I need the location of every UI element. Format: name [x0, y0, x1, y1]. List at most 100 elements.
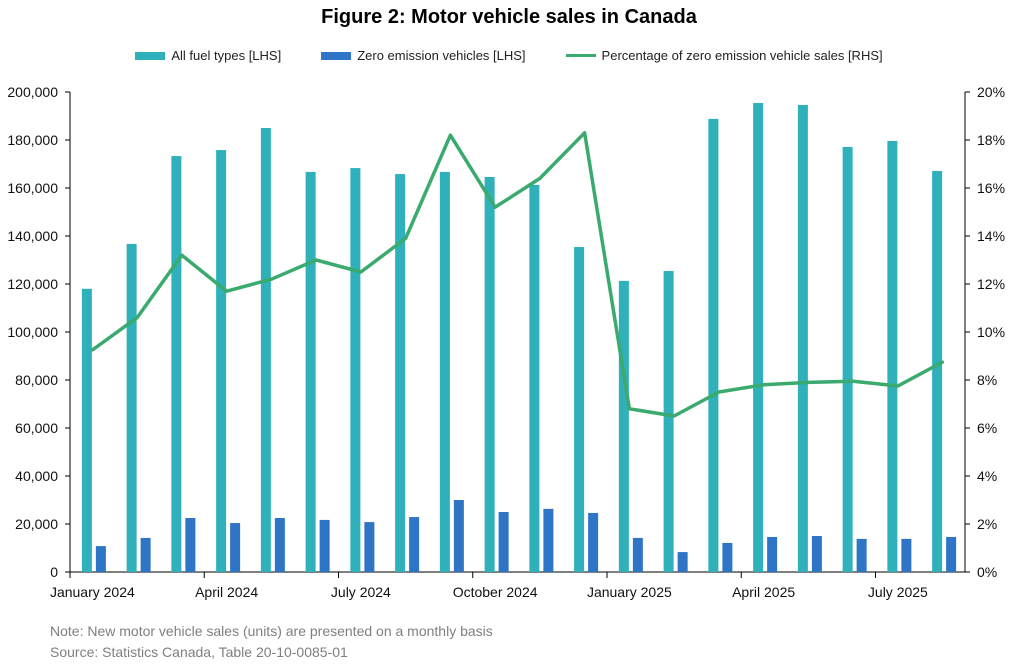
bar-zev: [498, 512, 509, 572]
bar-zev: [588, 512, 599, 572]
y-left-tick-label: 160,000: [7, 180, 58, 196]
bar-all-fuel: [350, 168, 361, 572]
legend-label: Percentage of zero emission vehicle sale…: [601, 48, 883, 63]
line-point: [538, 176, 542, 180]
y-left-tick-label: 40,000: [15, 468, 58, 484]
y-right-tick-label: 0%: [977, 564, 997, 580]
line-point: [717, 390, 721, 394]
bar-all-fuel: [797, 104, 808, 573]
line-point: [359, 270, 363, 274]
legend-item-all-fuel: All fuel types [LHS]: [135, 48, 281, 63]
line-point: [135, 316, 139, 320]
bar-zev: [543, 508, 554, 572]
line-point: [806, 380, 810, 384]
y-right-tick-label: 2%: [977, 516, 997, 532]
bar-zev: [409, 517, 420, 572]
y-right-tick-label: 14%: [977, 228, 1005, 244]
legend-swatch: [565, 54, 596, 57]
x-tick-label: July 2024: [331, 584, 391, 600]
bar-all-fuel: [753, 103, 764, 572]
bar-all-fuel: [395, 174, 406, 572]
y-right-tick-label: 20%: [977, 84, 1005, 100]
y-left-tick-label: 20,000: [15, 516, 58, 532]
y-left-tick-label: 0: [50, 564, 58, 580]
line-point: [493, 205, 497, 209]
bar-zev: [453, 500, 464, 572]
line-point: [90, 348, 94, 352]
x-tick-label: October 2024: [453, 584, 538, 600]
y-left-tick-label: 60,000: [15, 420, 58, 436]
bar-zev: [632, 537, 643, 572]
bar-all-fuel: [529, 184, 540, 572]
chart-title: Figure 2: Motor vehicle sales in Canada: [321, 6, 697, 28]
line-point: [851, 379, 855, 383]
line-point: [627, 407, 631, 411]
bar-zev: [230, 523, 241, 572]
legend: All fuel types [LHS] Zero emission vehic…: [0, 48, 1018, 63]
y-left-tick-label: 200,000: [7, 84, 58, 100]
bar-zev: [185, 518, 196, 572]
bar-all-fuel: [574, 247, 585, 573]
bar-all-fuel: [439, 171, 450, 573]
bar-zev: [856, 538, 867, 572]
bar-zev: [811, 536, 822, 572]
bar-zev: [140, 537, 151, 572]
line-point: [225, 289, 229, 293]
bar-all-fuel: [932, 170, 943, 572]
bar-zev: [274, 518, 285, 572]
legend-label: All fuel types [LHS]: [171, 48, 282, 63]
line-point: [404, 236, 408, 240]
line-zev-percentage: [91, 131, 944, 418]
bar-zev: [722, 542, 733, 572]
y-left-tick-label: 100,000: [7, 324, 58, 340]
bar-zev: [677, 552, 688, 572]
bar-zev: [767, 536, 778, 572]
y-left-tick-label: 140,000: [7, 228, 58, 244]
bar-zev: [95, 546, 106, 572]
x-tick-label: April 2025: [732, 584, 795, 600]
legend-label: Zero emission vehicles [LHS]: [357, 48, 526, 63]
x-tick-label: April 2024: [195, 584, 258, 600]
x-tick-label: January 2024: [50, 584, 135, 600]
legend-item-percentage: Percentage of zero emission vehicle sale…: [565, 48, 883, 63]
line-point: [269, 277, 273, 281]
line-point: [314, 258, 318, 262]
chart-source: Source: Statistics Canada, Table 20-10-0…: [50, 644, 348, 660]
legend-item-zev: Zero emission vehicles [LHS]: [321, 48, 526, 63]
bar-zev: [901, 538, 912, 572]
line-point: [941, 360, 945, 364]
y-right-tick-label: 18%: [977, 132, 1005, 148]
line-point: [896, 384, 900, 388]
y-right-tick-label: 8%: [977, 372, 997, 388]
y-left-tick-label: 80,000: [15, 372, 58, 388]
y-right-tick-label: 16%: [977, 180, 1005, 196]
chart-note: Note: New motor vehicle sales (units) ar…: [50, 623, 493, 639]
x-tick-label: July 2025: [868, 584, 928, 600]
bar-all-fuel: [81, 288, 92, 572]
bar-all-fuel: [260, 128, 271, 572]
bar-all-fuel: [126, 243, 137, 573]
bar-all-fuel: [618, 280, 629, 572]
bar-zev: [364, 522, 375, 572]
bar-zev: [319, 519, 330, 572]
bar-zev: [946, 536, 957, 572]
bar-all-fuel: [305, 171, 316, 573]
line-point: [672, 414, 676, 418]
legend-swatch: [135, 51, 166, 60]
y-right-tick-label: 12%: [977, 276, 1005, 292]
x-tick-label: January 2025: [587, 584, 672, 600]
y-right-tick-label: 4%: [977, 468, 997, 484]
line-point: [583, 131, 587, 135]
bar-all-fuel: [842, 146, 853, 572]
bar-all-fuel: [484, 176, 495, 572]
line-point: [180, 253, 184, 257]
bar-all-fuel: [887, 140, 898, 572]
line-point: [762, 383, 766, 387]
line-point: [448, 133, 452, 137]
bar-all-fuel: [663, 271, 674, 572]
bar-all-fuel: [216, 150, 227, 572]
y-right-tick-label: 10%: [977, 324, 1005, 340]
y-left-tick-label: 180,000: [7, 132, 58, 148]
y-right-tick-label: 6%: [977, 420, 997, 436]
